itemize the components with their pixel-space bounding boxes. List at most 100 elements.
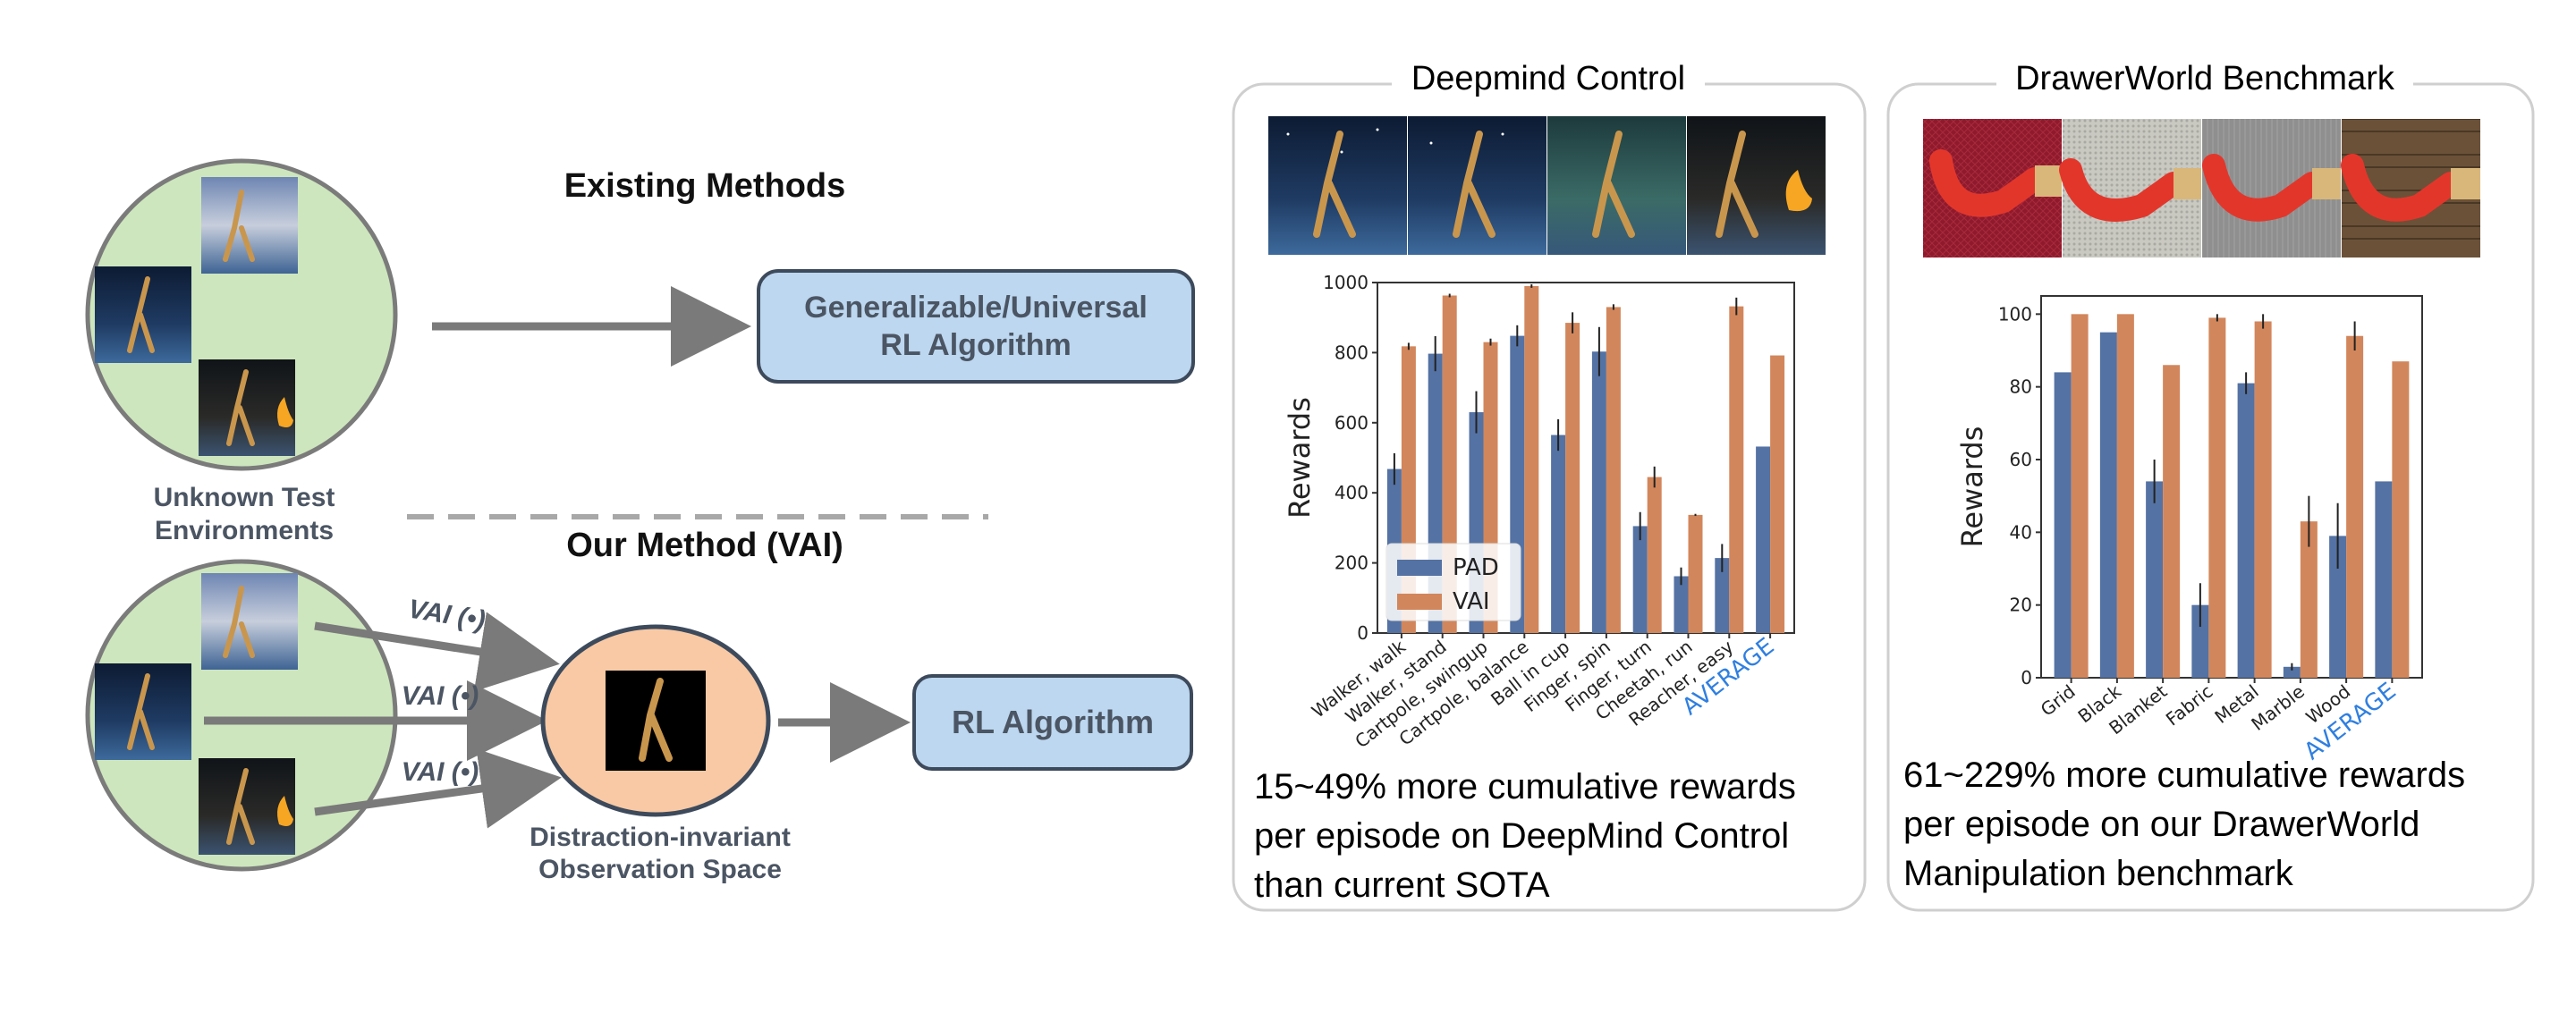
dmc-bar-vai-reacher-easy bbox=[1729, 306, 1744, 633]
dmc-bar-vai-cheetah-run bbox=[1688, 514, 1703, 633]
drawer-env-image-fabric bbox=[1923, 119, 2062, 258]
dmc-ytick-label: 600 bbox=[1335, 412, 1368, 434]
dmc-env-strip bbox=[1268, 116, 1826, 255]
rl-algorithm-label: RL Algorithm bbox=[952, 704, 1154, 740]
dmc-env-image-1 bbox=[1268, 116, 1407, 255]
dmc-ylabel: Rewards bbox=[1283, 397, 1317, 519]
dmc-ytick-label: 400 bbox=[1335, 482, 1368, 503]
drawer-panel-title: DrawerWorld Benchmark bbox=[2015, 60, 2395, 97]
test-env-circle-bottom bbox=[85, 559, 398, 872]
vai-arrow-top bbox=[314, 612, 560, 692]
drawer-reward-chart: 020406080100RewardsGridBlackBlanketFabri… bbox=[1955, 295, 2423, 765]
env-thumbnail-night bbox=[95, 266, 191, 363]
drawer-bar-pad-marble bbox=[2283, 666, 2301, 678]
generalizable-box-line-1: Generalizable/Universal bbox=[804, 291, 1148, 325]
dmc-bar-vai-finger-turn bbox=[1647, 477, 1662, 633]
observation-label-line-2: Observation Space bbox=[538, 855, 782, 884]
dmc-legend-swatch-vai bbox=[1397, 594, 1442, 610]
dmc-bar-pad-reacher-easy bbox=[1715, 558, 1730, 633]
dmc-bar-pad-average bbox=[1756, 446, 1771, 633]
drawer-env-image-wood bbox=[2341, 119, 2480, 258]
dmc-bar-pad-finger-spin bbox=[1591, 351, 1606, 633]
drawer-panel: DrawerWorld Benchmark bbox=[1886, 60, 2535, 912]
drawer-title-backdrop bbox=[1996, 63, 2413, 107]
dmc-bar-vai-average bbox=[1770, 355, 1785, 633]
test-env-circle-top bbox=[85, 158, 398, 471]
existing-methods-label: Existing Methods bbox=[564, 167, 846, 205]
dmc-legend-label-vai: VAI bbox=[1453, 588, 1490, 615]
env-thumbnail-fire-2 bbox=[199, 758, 295, 855]
env-thumbnail-mountain bbox=[201, 177, 298, 274]
unknown-env-label-line-1: Unknown Test bbox=[154, 483, 335, 512]
drawer-ytick-label: 80 bbox=[2010, 376, 2032, 398]
dmc-ytick-label: 0 bbox=[1357, 622, 1368, 644]
dmc-bar-pad-ball-in-cup bbox=[1551, 435, 1566, 633]
generalizable-algorithm-box: Generalizable/Universal RL Algorithm bbox=[757, 269, 1195, 384]
generalizable-box-line-2: RL Algorithm bbox=[880, 328, 1071, 362]
dmc-env-image-4 bbox=[1687, 116, 1826, 255]
drawer-env-strip bbox=[1923, 119, 2480, 258]
drawer-env-image-metal bbox=[2202, 119, 2341, 258]
drawer-bar-vai-grid bbox=[2071, 314, 2089, 678]
env-thumbnail-night-2 bbox=[95, 663, 191, 760]
drawer-bar-vai-metal bbox=[2254, 321, 2272, 678]
env-thumbnail-mountain-2 bbox=[201, 573, 298, 670]
dmc-caption-line-3: than current SOTA bbox=[1254, 865, 1550, 905]
drawer-ylabel: Rewards bbox=[1955, 426, 1989, 548]
rl-algorithm-box: RL Algorithm bbox=[912, 674, 1193, 771]
drawer-bar-pad-wood bbox=[2329, 536, 2347, 678]
method-diagram: Existing Methods Generalizable/Universal… bbox=[85, 158, 1195, 884]
vai-label-middle: VAI (•) bbox=[402, 681, 479, 711]
drawer-bar-pad-average bbox=[2375, 481, 2393, 678]
drawer-axes-frame bbox=[2040, 295, 2423, 679]
drawer-env-image-blanket bbox=[2059, 119, 2201, 258]
drawer-ytick-label: 100 bbox=[1998, 303, 2032, 325]
drawer-bar-pad-fabric bbox=[2191, 604, 2209, 678]
drawer-bar-pad-grid bbox=[2054, 372, 2072, 678]
dmc-panel-title: Deepmind Control bbox=[1411, 60, 1685, 97]
dmc-bar-vai-ball-in-cup bbox=[1565, 323, 1580, 633]
drawer-caption-line-3: Manipulation benchmark bbox=[1903, 854, 2294, 893]
drawer-bar-vai-marble bbox=[2300, 521, 2318, 678]
drawer-bar-vai-average bbox=[2392, 361, 2410, 678]
dmc-title-backdrop bbox=[1392, 63, 1705, 107]
drawer-bar-vai-blanket bbox=[2163, 365, 2181, 678]
drawer-bar-vai-wood bbox=[2346, 335, 2364, 678]
dmc-ytick-label: 800 bbox=[1335, 342, 1368, 363]
drawer-caption-line-2: per episode on our DrawerWorld bbox=[1903, 805, 2419, 844]
dmc-legend-swatch-pad bbox=[1397, 560, 1442, 576]
vai-label-top: VAI (•) bbox=[406, 595, 487, 636]
dmc-ytick-label: 1000 bbox=[1323, 272, 1368, 293]
dmc-ytick-label: 200 bbox=[1335, 553, 1368, 574]
drawer-bar-pad-blanket bbox=[2146, 481, 2164, 678]
our-method-label: Our Method (VAI) bbox=[566, 527, 843, 564]
drawer-bar-vai-fabric bbox=[2208, 317, 2226, 678]
dmc-bar-vai-finger-spin bbox=[1606, 307, 1621, 633]
observation-label-line-1: Distraction-invariant bbox=[530, 823, 791, 852]
dmc-bar-vai-cartpole-balance bbox=[1524, 285, 1539, 633]
vai-arrow-bottom bbox=[314, 748, 562, 829]
env-thumbnail-fire bbox=[199, 359, 295, 456]
dmc-legend: PAD VAI bbox=[1385, 543, 1521, 621]
vai-label-bottom: VAI (•) bbox=[402, 757, 479, 787]
drawer-ytick-label: 60 bbox=[2010, 449, 2032, 470]
dmc-axes-frame bbox=[1377, 282, 1795, 634]
dmc-caption-line-1: 15~49% more cumulative rewards bbox=[1254, 767, 1796, 806]
drawer-bar-vai-black bbox=[2116, 314, 2134, 678]
dmc-bar-pad-cheetah-run bbox=[1674, 576, 1689, 633]
drawer-caption-line-1: 61~229% more cumulative rewards bbox=[1903, 756, 2465, 795]
drawer-bar-pad-black bbox=[2099, 332, 2117, 678]
drawer-ytick-label: 20 bbox=[2010, 595, 2032, 616]
dmc-bar-pad-finger-turn bbox=[1632, 526, 1648, 633]
dmc-env-image-3 bbox=[1547, 116, 1686, 255]
drawer-ytick-label: 0 bbox=[2021, 667, 2032, 688]
drawer-ytick-label: 40 bbox=[2010, 521, 2032, 543]
unknown-env-label-line-2: Environments bbox=[155, 516, 334, 545]
drawer-bar-pad-metal bbox=[2237, 383, 2255, 678]
dmc-env-image-2 bbox=[1408, 116, 1546, 255]
dmc-legend-label-pad: PAD bbox=[1453, 554, 1499, 581]
dmc-caption-line-2: per episode on DeepMind Control bbox=[1254, 816, 1789, 856]
observation-thumbnail bbox=[606, 671, 706, 771]
